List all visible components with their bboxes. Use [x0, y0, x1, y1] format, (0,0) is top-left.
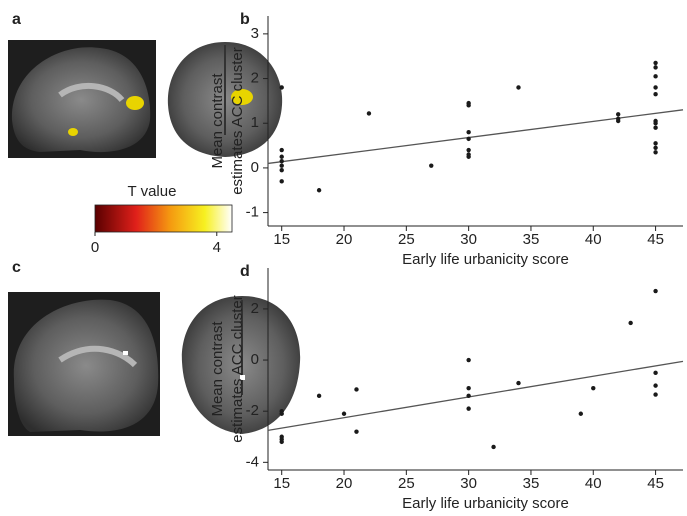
y-axis-label: Mean contrast [209, 321, 226, 417]
colorbar-tick-label: 4 [213, 239, 221, 256]
data-point [466, 148, 470, 152]
figure: a c T value 04b-1012315202530354045Early… [0, 0, 687, 511]
data-point [653, 65, 657, 69]
data-point [653, 141, 657, 145]
data-point [653, 371, 657, 375]
y-tick-label: 2 [251, 300, 259, 317]
y-tick-label: -2 [246, 402, 259, 419]
data-point [342, 412, 346, 416]
data-point [653, 383, 657, 387]
x-tick-label: 15 [273, 475, 290, 492]
y-tick-label: -1 [246, 204, 259, 221]
x-tick-label: 30 [460, 231, 477, 248]
panel-label: c [12, 259, 21, 276]
x-tick-label: 35 [523, 475, 540, 492]
y-tick-label: 1 [251, 114, 259, 131]
data-point [653, 392, 657, 396]
data-point [653, 150, 657, 154]
data-point [516, 85, 520, 89]
data-point [367, 111, 371, 115]
data-point [653, 92, 657, 96]
x-axis-label: Early life urbanicity score [402, 495, 569, 511]
data-point [466, 103, 470, 107]
data-point [466, 155, 470, 159]
data-point [628, 321, 632, 325]
data-point [653, 121, 657, 125]
y-tick-label: 0 [251, 159, 259, 176]
x-tick-label: 40 [585, 231, 602, 248]
data-point [466, 406, 470, 410]
data-point [280, 168, 284, 172]
panel-label: a [12, 11, 21, 28]
data-point [653, 289, 657, 293]
y-axis-label: estimates ACC cluster [229, 295, 246, 443]
data-point [616, 119, 620, 123]
data-point [466, 386, 470, 390]
data-point [466, 358, 470, 362]
panel-label: d [240, 263, 250, 280]
data-point [579, 412, 583, 416]
x-tick-label: 35 [523, 231, 540, 248]
data-point [354, 429, 358, 433]
x-tick-label: 45 [647, 475, 664, 492]
x-tick-label: 25 [398, 475, 415, 492]
data-point [317, 188, 321, 192]
data-point [280, 440, 284, 444]
x-tick-label: 45 [647, 231, 664, 248]
data-point [466, 394, 470, 398]
trend-line [268, 110, 683, 164]
x-tick-label: 30 [460, 475, 477, 492]
panel-label: b [240, 11, 250, 28]
data-point [280, 412, 284, 416]
data-point [591, 386, 595, 390]
y-axis-label: estimates ACC cluster [229, 47, 246, 195]
x-tick-label: 20 [336, 475, 353, 492]
brain-images [8, 40, 302, 436]
y-tick-label: 3 [251, 25, 259, 42]
y-axis-label: Mean contrast [209, 73, 226, 169]
data-point [466, 130, 470, 134]
data-point [653, 74, 657, 78]
data-point [653, 126, 657, 130]
y-tick-label: 2 [251, 70, 259, 87]
x-tick-label: 20 [336, 231, 353, 248]
x-tick-label: 40 [585, 475, 602, 492]
colorbar [95, 205, 232, 232]
data-point [491, 445, 495, 449]
data-point [653, 85, 657, 89]
x-tick-label: 15 [273, 231, 290, 248]
colorbar-title: T value [128, 183, 177, 200]
data-point [317, 394, 321, 398]
data-point [280, 179, 284, 183]
x-axis-label: Early life urbanicity score [402, 251, 569, 268]
data-point [653, 61, 657, 65]
y-tick-label: 0 [251, 351, 259, 368]
data-point [280, 85, 284, 89]
data-point [616, 112, 620, 116]
data-point [466, 137, 470, 141]
data-point [516, 381, 520, 385]
trend-line [268, 361, 683, 430]
data-point [354, 387, 358, 391]
x-tick-label: 25 [398, 231, 415, 248]
data-point [280, 159, 284, 163]
data-point [653, 146, 657, 150]
y-tick-label: -4 [246, 453, 259, 470]
data-point [429, 163, 433, 167]
data-point [280, 148, 284, 152]
data-point [280, 155, 284, 159]
colorbar-tick-label: 0 [91, 239, 99, 256]
data-point [280, 163, 284, 167]
